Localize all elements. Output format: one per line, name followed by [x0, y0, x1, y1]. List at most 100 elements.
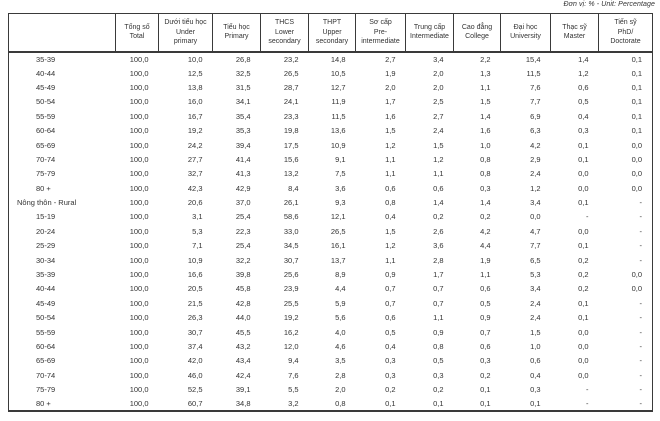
data-cell: 0,2	[385, 385, 396, 395]
row-label-header	[8, 13, 116, 53]
data-cell: 13,7	[330, 255, 346, 265]
data-cell: 3,6	[433, 241, 444, 251]
data-cell: 1,1	[433, 313, 444, 323]
data-cell: 16,7	[187, 111, 203, 121]
data-cell: 52,5	[187, 385, 203, 395]
data-cell: 31,5	[235, 82, 251, 92]
data-cell: 1,7	[433, 270, 444, 280]
data-cell: 4,4	[335, 284, 346, 294]
table-row: 80 + 100,0 42,3 42,9 8,4 3,6 0,6 0,6 0,3 1,2 0,0 0,…	[9, 181, 653, 195]
row-label-cell: 80 +	[36, 183, 51, 193]
data-cell: 0,2	[480, 212, 491, 222]
data-cell: 0,1	[433, 399, 444, 409]
data-cell: 3,5	[335, 356, 346, 366]
data-cell: 23,2	[283, 54, 299, 64]
data-cell: -	[639, 342, 643, 351]
data-cell: 10,9	[187, 255, 203, 265]
data-cell: 0,6	[385, 313, 396, 323]
data-cell: 0,6	[480, 342, 491, 351]
data-cell: 30,7	[187, 327, 203, 337]
data-cell: 2,7	[385, 54, 396, 64]
row-label-cell: 35-39	[36, 54, 56, 64]
data-cell: 4,2	[480, 226, 491, 236]
data-cell: 4,7	[530, 226, 541, 236]
data-cell: 32,2	[235, 255, 251, 265]
table-row: 30-34 100,0 10,9 32,2 30,7 13,7 1,1 2,8 1,9 6,5 0,…	[9, 253, 653, 267]
data-cell: 100,0	[129, 82, 149, 92]
data-cell: -	[639, 241, 643, 251]
data-cell: 15,4	[525, 54, 541, 64]
table-row: 45-49 100,0 21,5 42,8 25,5 5,9 0,7 0,7 0,5 2,4 0,1…	[9, 296, 653, 310]
data-cell: 13,2	[283, 169, 299, 179]
data-cell: 14,8	[330, 54, 346, 64]
data-cell: 100,0	[129, 356, 149, 366]
row-label-cell: 35-39	[36, 270, 56, 280]
data-cell: 2,4	[433, 126, 444, 136]
data-cell: 6,9	[530, 111, 541, 121]
data-cell: 15,6	[283, 154, 299, 164]
data-cell: 100,0	[129, 140, 149, 150]
data-cell: 25,6	[283, 270, 299, 280]
data-cell: 0,0	[631, 270, 642, 280]
column-header: Đại học University	[500, 13, 551, 53]
data-cell: 0,9	[433, 327, 444, 337]
data-cell: 11,5	[526, 68, 541, 78]
data-cell: 44,0	[235, 313, 251, 323]
row-label-cell: 70-74	[36, 154, 56, 164]
row-label-cell: 40-44	[36, 68, 56, 78]
data-cell: 12,1	[330, 212, 346, 222]
data-cell: 0,3	[530, 385, 541, 395]
data-cell: 2,5	[433, 97, 444, 107]
row-label-cell: 50-54	[36, 97, 56, 107]
data-cell: 0,1	[578, 313, 589, 323]
data-cell: 4,6	[335, 342, 346, 351]
data-cell: 100,0	[129, 198, 149, 208]
data-cell: 43,4	[235, 356, 251, 366]
data-cell: 1,2	[385, 241, 396, 251]
table-row: 25-29 100,0 7,1 25,4 34,5 16,1 1,2 3,6 4,4 7,7 0,1…	[9, 239, 653, 253]
data-cell: 1,1	[385, 154, 396, 164]
data-cell: 20,5	[187, 284, 203, 294]
data-cell: 0,0	[578, 370, 589, 380]
data-cell: 5,6	[335, 313, 346, 323]
data-cell: 100,0	[129, 169, 149, 179]
data-cell: 7,6	[530, 82, 541, 92]
table-row: 35-39 100,0 10,0 26,8 23,2 14,8 2,7 3,4 2,2 15,4 1…	[9, 52, 653, 66]
table-row: 60-64 100,0 19,2 35,3 19,8 13,6 1,5 2,4 1,6 6,3 0,…	[9, 123, 653, 137]
table-row: 45-49 100,0 13,8 31,5 28,7 12,7 2,0 2,0 1,1 7,6 0,…	[9, 80, 653, 94]
data-cell: 2,0	[433, 82, 444, 92]
data-cell: -	[639, 370, 643, 380]
data-cell: 0,0	[578, 356, 589, 366]
data-cell: 8,4	[288, 183, 299, 193]
row-label-cell: 65-69	[36, 140, 56, 150]
data-cell: 100,0	[129, 385, 149, 395]
data-cell: 0,2	[433, 385, 444, 395]
table-row: Nông thôn - Rural 100,0 20,6 37,0 26,1 9,3 0,8…	[9, 195, 653, 209]
data-cell: 0,3	[385, 356, 396, 366]
row-label-cell: 30-34	[36, 255, 56, 265]
data-cell: 0,7	[433, 284, 444, 294]
data-cell: 7,7	[530, 97, 541, 107]
row-label-cell: 75-79	[36, 385, 56, 395]
data-cell: 13,8	[187, 82, 203, 92]
data-cell: 0,7	[433, 298, 444, 308]
data-cell: 0,0	[631, 183, 642, 193]
data-cell: 0,8	[480, 154, 491, 164]
data-cell: 1,7	[385, 97, 396, 107]
data-cell: 100,0	[129, 154, 149, 164]
data-cell: 0,5	[433, 356, 444, 366]
data-cell: 58,6	[283, 212, 299, 222]
row-label-cell: 20-24	[36, 226, 56, 236]
data-cell: 39,1	[235, 385, 251, 395]
data-cell: 33,0	[283, 226, 299, 236]
row-label-cell: 55-59	[36, 111, 56, 121]
row-label-cell: 45-49	[36, 82, 56, 92]
data-cell: -	[586, 399, 589, 409]
row-label-cell: 60-64	[36, 342, 56, 351]
data-cell: 100,0	[129, 212, 149, 222]
data-cell: 42,9	[235, 183, 251, 193]
data-cell: 25,5	[283, 298, 299, 308]
data-cell: 1,9	[480, 255, 491, 265]
data-cell: 28,7	[283, 82, 299, 92]
